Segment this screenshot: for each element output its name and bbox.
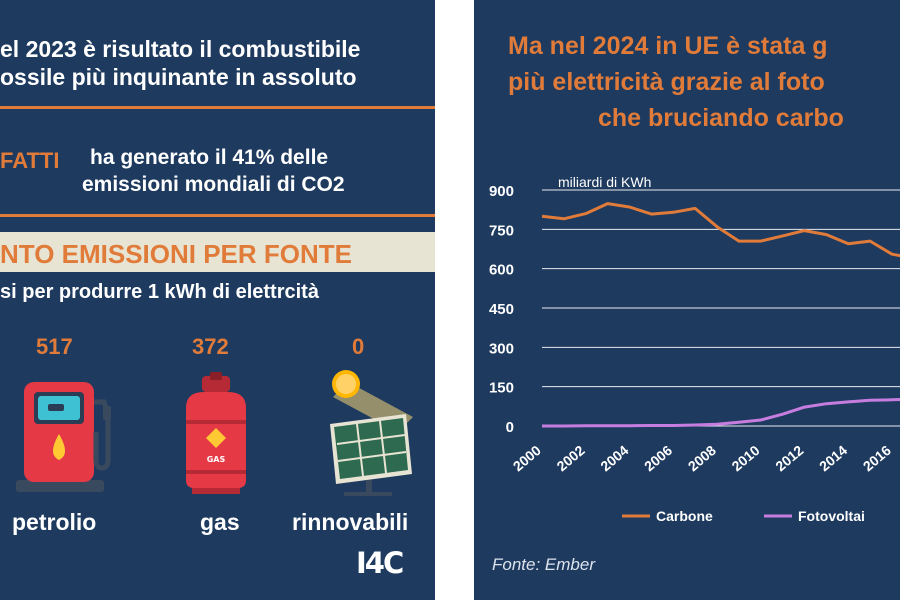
- fuel-pump-icon: [16, 382, 111, 492]
- chart-title-line2: più elettricità grazie al foto: [508, 68, 825, 96]
- left-title-line1: el 2023 è risultato il combustibile: [0, 36, 361, 62]
- gas-cylinder-icon: GAS: [186, 372, 246, 494]
- x-tick-label: 2002: [554, 442, 588, 474]
- right-chart-panel: Ma nel 2024 in UE è stata g più elettric…: [474, 0, 900, 600]
- fatti-line1: ha generato il 41% delle: [90, 146, 329, 169]
- legend-label-1: Fotovoltai: [798, 508, 865, 524]
- chart-title-line3: che bruciando carbo: [598, 104, 844, 132]
- x-tick-label: 2012: [772, 442, 806, 474]
- legend-label-0: Carbone: [656, 508, 713, 524]
- x-tick-label: 2004: [597, 442, 631, 474]
- fatti-line2: emissioni mondiali di CO2: [82, 173, 345, 196]
- x-tick-label: 2008: [685, 442, 719, 474]
- emissions-subtitle: si per produrre 1 kWh di elettrcità: [0, 281, 319, 303]
- y-tick-label: 0: [506, 419, 514, 436]
- series-line-0: [541, 202, 900, 258]
- x-tick-label: 2014: [816, 442, 850, 474]
- source-note: Fonte: Ember: [492, 555, 595, 574]
- coal-vs-solar-line-chart: 0 150 300 450 600 750 900 2000 2002 2004 2006 2008…: [489, 174, 900, 524]
- y-tick-label: 750: [489, 222, 514, 239]
- gas-label: gas: [200, 509, 240, 535]
- x-tick-label: 2000: [510, 442, 544, 474]
- y-tick-label: 600: [489, 262, 514, 279]
- rinnovabili-label: rinnovabili: [292, 509, 409, 535]
- solar-panel-icon: [330, 370, 413, 496]
- y-tick-label: 300: [489, 340, 514, 357]
- left-infographic-panel: el 2023 è risultato il combustibile ossi…: [0, 0, 435, 600]
- x-tick-label: 2016: [860, 442, 894, 474]
- fatti-label: FATTI: [0, 148, 60, 173]
- left-title-line2: ossile più inquinante in assoluto: [0, 64, 357, 90]
- divider: [0, 214, 435, 217]
- petrolio-label: petrolio: [12, 509, 97, 535]
- x-tick-label: 2010: [729, 442, 763, 474]
- y-axis-label: miliardi di KWh: [558, 174, 651, 190]
- series-line-1: [542, 398, 900, 428]
- i4c-logo: I4C: [356, 546, 404, 580]
- gas-value: 372: [192, 334, 229, 359]
- y-tick-label: 900: [489, 183, 514, 200]
- chart-title-line1: Ma nel 2024 in UE è stata g: [508, 32, 828, 60]
- x-tick-label: 2006: [641, 442, 675, 474]
- rinnovabili-value: 0: [352, 334, 365, 359]
- y-tick-label: 450: [489, 301, 514, 318]
- petrolio-value: 517: [36, 334, 73, 359]
- y-tick-label: 150: [489, 380, 514, 397]
- emissions-banner-title: NTO EMISSIONI PER FONTE: [0, 239, 353, 269]
- emissions-banner: [0, 232, 435, 272]
- divider: [0, 106, 435, 109]
- gas-icon-label: GAS: [207, 455, 226, 464]
